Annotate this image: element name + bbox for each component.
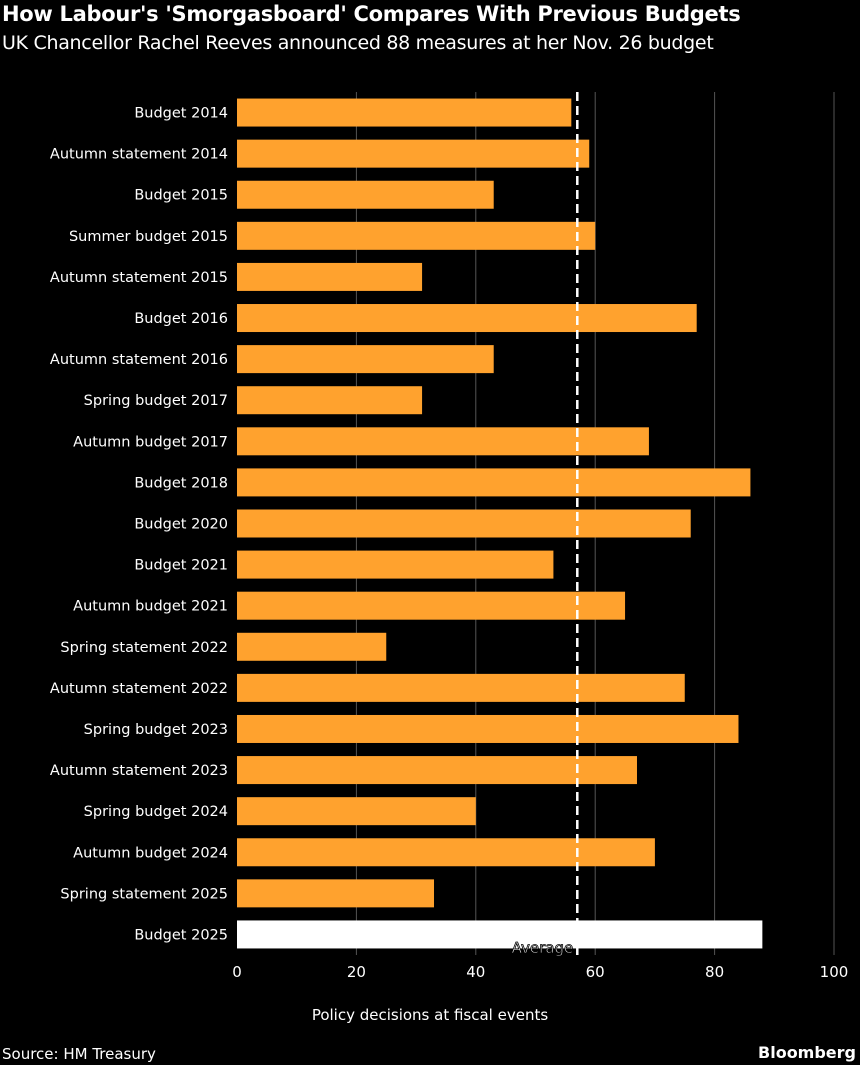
bar: [237, 632, 387, 661]
bar: [237, 221, 596, 250]
y-category-label: Budget 2018: [134, 475, 228, 491]
y-category-label: Autumn statement 2014: [50, 147, 228, 163]
y-category-label: Autumn budget 2024: [73, 845, 228, 861]
bar: [237, 797, 476, 826]
chart-subtitle: UK Chancellor Rachel Reeves announced 88…: [2, 32, 714, 54]
bar: [237, 673, 685, 702]
y-category-label: Budget 2020: [134, 517, 228, 533]
bar: [237, 591, 626, 620]
brand-logo: Bloomberg: [758, 1043, 856, 1062]
y-category-label: Spring budget 2024: [84, 804, 228, 820]
bar: [237, 879, 435, 908]
average-label: Average: [512, 939, 574, 957]
bar: [237, 756, 637, 785]
y-category-label: Autumn statement 2016: [50, 352, 228, 368]
bar: [237, 139, 590, 168]
y-category-label: Autumn statement 2022: [50, 681, 228, 697]
bar: [237, 262, 423, 291]
x-tick-label: 20: [347, 963, 366, 981]
bar: [237, 468, 751, 497]
bar: [237, 550, 554, 579]
bar: [237, 714, 739, 743]
y-category-label: Budget 2014: [134, 106, 228, 122]
x-tick-label: 60: [586, 963, 605, 981]
bar: [237, 386, 423, 415]
y-category-label: Budget 2021: [134, 558, 228, 574]
x-tick-label: 100: [820, 963, 849, 981]
bar: [237, 304, 697, 333]
bar: [237, 345, 494, 374]
source-note: Source: HM Treasury: [2, 1045, 156, 1063]
bar: [237, 98, 572, 127]
bar: [237, 509, 691, 538]
x-tick-label: 40: [466, 963, 485, 981]
y-category-label: Spring statement 2025: [60, 886, 228, 902]
bar: [237, 920, 763, 949]
y-category-label: Autumn statement 2015: [50, 270, 228, 286]
y-category-label: Spring budget 2023: [84, 722, 228, 738]
y-category-label: Autumn budget 2017: [73, 434, 228, 450]
bar: [237, 180, 494, 209]
x-tick-label: 80: [705, 963, 724, 981]
y-category-label: Budget 2015: [134, 188, 228, 204]
y-category-label: Autumn budget 2021: [73, 599, 228, 615]
y-category-label: Budget 2025: [134, 927, 228, 943]
y-category-label: Spring budget 2017: [84, 393, 228, 409]
chart-title: How Labour's 'Smorgasboard' Compares Wit…: [2, 2, 741, 26]
y-category-label: Summer budget 2015: [69, 229, 228, 245]
y-category-label: Spring statement 2022: [60, 640, 228, 656]
bar: [237, 427, 649, 456]
y-category-label: Budget 2016: [134, 311, 228, 327]
x-axis-label: Policy decisions at fiscal events: [312, 1006, 549, 1024]
bar: [237, 838, 655, 867]
y-category-label: Autumn statement 2023: [50, 763, 228, 779]
bar-chart: 0 20 40 60 80 100 Budget 2014 Autumn statement …: [50, 92, 849, 1024]
x-tick-label: 0: [232, 963, 242, 981]
